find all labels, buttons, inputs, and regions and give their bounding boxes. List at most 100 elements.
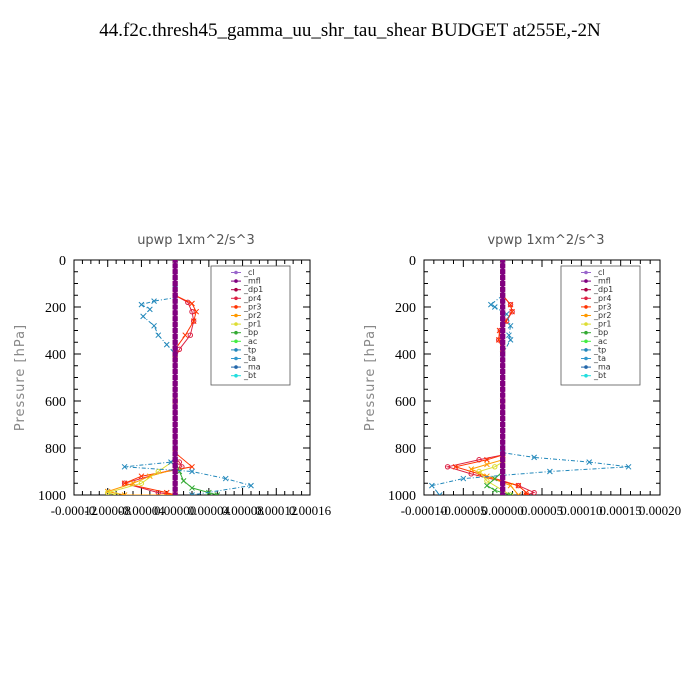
legend-marker [584, 348, 588, 352]
legend-marker [584, 365, 588, 369]
series-marker-tp [460, 475, 467, 482]
x-tick-label: -0.00005 [440, 503, 487, 518]
series-marker-pr4 [189, 309, 195, 315]
series-marker-mfl [172, 322, 178, 328]
y-tick-label: 800 [395, 442, 416, 457]
x-tick-label: -0.00008 [84, 503, 131, 518]
series-marker-mfl [172, 316, 178, 322]
series-marker-pr4 [531, 489, 537, 495]
x-tick-label: -0.00010 [401, 503, 448, 518]
series-marker-tp [586, 459, 593, 465]
series-marker-bp [180, 478, 187, 484]
legend-marker [584, 296, 588, 301]
series-marker-tp [121, 463, 128, 470]
panel-title: vpwp 1xm^2/s^3 [487, 233, 604, 248]
series-marker-pr1 [492, 464, 498, 470]
series-marker-pr3 [523, 489, 530, 495]
series-marker-pr1 [484, 478, 490, 484]
legend-marker [584, 313, 588, 318]
series-marker-mfl [172, 333, 178, 339]
x-tick-label: 0.00016 [289, 503, 332, 518]
legend-label: _mfl [243, 277, 261, 286]
series-marker-mfl [500, 322, 506, 328]
series-marker-mfl [172, 433, 178, 439]
series-marker-mfl [172, 404, 178, 410]
x-tick-label: -0.00012 [51, 503, 98, 518]
series-marker-mfl [172, 416, 178, 422]
series-marker-mfl [500, 357, 506, 363]
series-group [429, 260, 632, 495]
series-marker-mfl [500, 363, 506, 369]
legend-label: _pr4 [593, 294, 611, 303]
series-marker-mfl [172, 492, 178, 495]
x-tick-label: 0.00005 [521, 503, 563, 518]
series-marker-mfl [172, 351, 178, 357]
series-marker-mfl [172, 328, 178, 333]
series-marker-mfl [500, 398, 506, 404]
series-marker-tp [189, 492, 195, 495]
series-marker-tp [222, 475, 229, 482]
series-marker-mfl [172, 469, 178, 474]
legend-label: _pr4 [243, 294, 261, 303]
x-tick-label: 0.00000 [482, 503, 524, 518]
series-marker-mfl [172, 298, 178, 304]
series-marker-mfl [172, 410, 178, 416]
legend-label: _ac [593, 337, 607, 346]
legend-label: _dp1 [593, 285, 613, 294]
y-tick-label: 400 [395, 348, 416, 363]
series-marker-mfl [500, 351, 506, 357]
series-marker-pr3 [509, 308, 515, 315]
series-marker-tp [491, 304, 498, 310]
series-marker-mfl [500, 463, 506, 469]
series-line-pr1 [478, 260, 511, 495]
series-marker-mfl [500, 439, 506, 445]
legend-marker [584, 373, 588, 378]
series-marker-mfl [172, 363, 178, 369]
series-marker-tp [429, 482, 435, 489]
series-marker-pr3 [182, 332, 189, 339]
legend-marker [234, 330, 238, 335]
series-marker-mfl [500, 369, 506, 375]
series-marker-pr3 [523, 492, 530, 495]
series-marker-pr3 [507, 301, 514, 308]
series-marker-mfl [172, 474, 178, 480]
legend-label: _bt [593, 371, 606, 380]
series-marker-tp [506, 332, 512, 339]
series-marker-tp [436, 492, 443, 495]
series-marker-pr3 [138, 473, 145, 480]
legend-label: _ma [593, 363, 611, 372]
series-marker-pr1 [155, 468, 161, 475]
series-marker-mfl [172, 369, 178, 375]
vpwp-panel: vpwp 1xm^2/s^3 Pressure [hPa] 0 200 400 600 80… [363, 233, 681, 518]
series-line-pr4 [445, 260, 536, 495]
series-marker-tp [531, 454, 537, 461]
series-marker-mfl [500, 275, 506, 281]
series-line-pr2 [105, 260, 176, 495]
series-marker-tp [140, 313, 146, 320]
series-marker-bp [189, 485, 195, 491]
series-marker-mfl [172, 281, 178, 286]
series-marker-pr2 [147, 473, 153, 480]
legend-marker [234, 313, 238, 318]
series-marker-mfl [500, 345, 506, 351]
series-marker-mfl [172, 304, 178, 310]
y-tick-label: 400 [45, 348, 66, 363]
series-marker-mfl [172, 427, 178, 433]
series-marker-bp [214, 492, 221, 495]
series-marker-mfl [500, 416, 506, 422]
series-marker-mfl [500, 474, 506, 480]
legend-marker [234, 270, 238, 275]
series-marker-pr2 [121, 492, 128, 495]
y-tick-label: 0 [409, 254, 416, 269]
y-tick-label: 800 [45, 442, 66, 457]
x-tick-label: -0.00004 [118, 503, 165, 518]
legend-marker [584, 339, 588, 344]
series-marker-mfl [500, 492, 506, 495]
legend-marker [234, 296, 238, 301]
series-marker-mfl [500, 457, 506, 463]
series-marker-mfl [172, 275, 178, 281]
legend-label: _ta [243, 354, 256, 363]
legend-marker [584, 279, 588, 283]
series-marker-mfl [172, 345, 178, 351]
